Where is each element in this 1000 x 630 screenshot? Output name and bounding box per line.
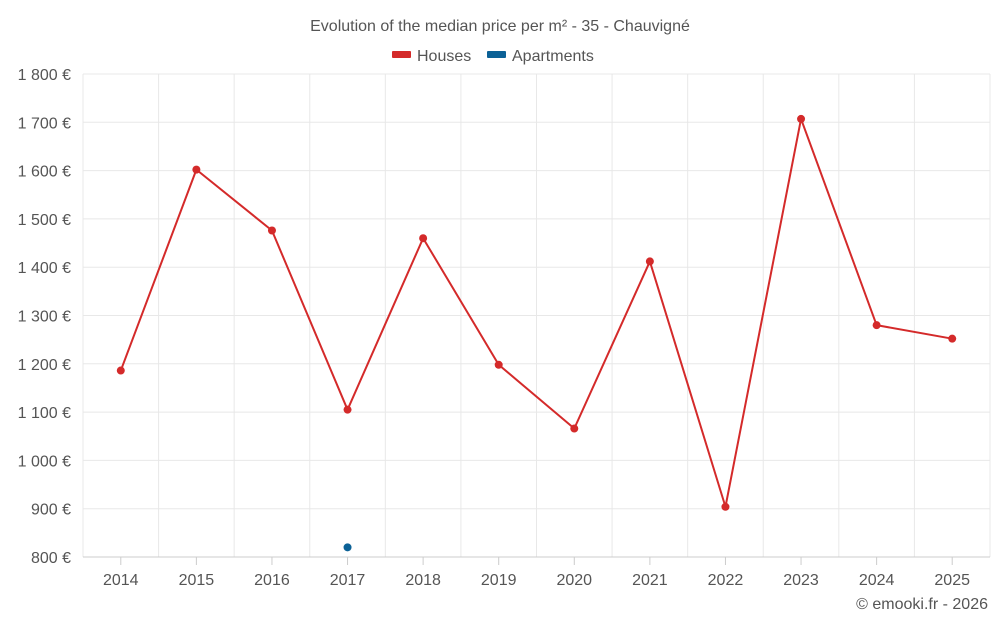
- legend: Houses Apartments: [392, 48, 594, 65]
- x-tick-label: 2025: [934, 572, 970, 589]
- y-tick-label: 1 600 €: [18, 164, 71, 181]
- data-point-houses[interactable]: [267, 226, 276, 235]
- x-tick-label: 2020: [556, 572, 592, 589]
- data-point-houses[interactable]: [116, 366, 125, 375]
- data-point-houses[interactable]: [192, 165, 201, 174]
- legend-swatch-apartments[interactable]: [487, 51, 506, 58]
- x-tick-label: 2019: [481, 572, 517, 589]
- x-tick-label: 2023: [783, 572, 819, 589]
- data-point-houses[interactable]: [570, 424, 579, 433]
- x-tick-label: 2022: [708, 572, 744, 589]
- y-tick-label: 1 800 €: [18, 67, 71, 84]
- data-point-houses[interactable]: [721, 502, 730, 511]
- x-tick-label: 2021: [632, 572, 668, 589]
- y-tick-label: 1 700 €: [18, 115, 71, 132]
- y-axis: 800 € 900 € 1 000 € 1 100 € 1 200 € 1 300 € 1 …: [18, 67, 71, 567]
- data-point-apartments[interactable]: [343, 543, 352, 552]
- grid: [82, 73, 991, 557]
- y-tick-label: 1 000 €: [18, 453, 71, 470]
- chart-title: Evolution of the median price per m² - 3…: [310, 18, 690, 35]
- data-point-houses[interactable]: [948, 334, 957, 343]
- y-tick-label: 1 300 €: [18, 309, 71, 326]
- credit-text: © emooki.fr - 2026: [856, 596, 988, 613]
- series-line-houses: [119, 117, 953, 508]
- series: [116, 114, 957, 552]
- x-tick-label: 2015: [179, 572, 215, 589]
- data-point-houses[interactable]: [494, 360, 503, 369]
- x-tick-label: 2014: [103, 572, 139, 589]
- y-tick-label: 1 200 €: [18, 357, 71, 374]
- data-point-houses[interactable]: [645, 257, 654, 266]
- y-tick-label: 1 500 €: [18, 212, 71, 229]
- data-point-houses[interactable]: [343, 405, 352, 414]
- x-tick-label: 2018: [405, 572, 441, 589]
- data-point-houses[interactable]: [797, 114, 806, 123]
- legend-label-houses[interactable]: Houses: [417, 48, 471, 65]
- legend-swatch-houses[interactable]: [392, 51, 411, 58]
- x-axis: 2014 2015 2016 2017 2018 2019 2020 2021 2022 2023…: [83, 556, 990, 589]
- data-point-houses[interactable]: [419, 234, 428, 243]
- x-tick-label: 2024: [859, 572, 895, 589]
- x-tick-label: 2016: [254, 572, 290, 589]
- x-tick-label: 2017: [330, 572, 366, 589]
- y-tick-label: 900 €: [31, 502, 71, 519]
- y-tick-label: 1 400 €: [18, 260, 71, 277]
- y-tick-label: 1 100 €: [18, 405, 71, 422]
- y-tick-label: 800 €: [31, 550, 71, 567]
- legend-label-apartments[interactable]: Apartments: [512, 48, 594, 65]
- data-point-houses[interactable]: [872, 321, 881, 330]
